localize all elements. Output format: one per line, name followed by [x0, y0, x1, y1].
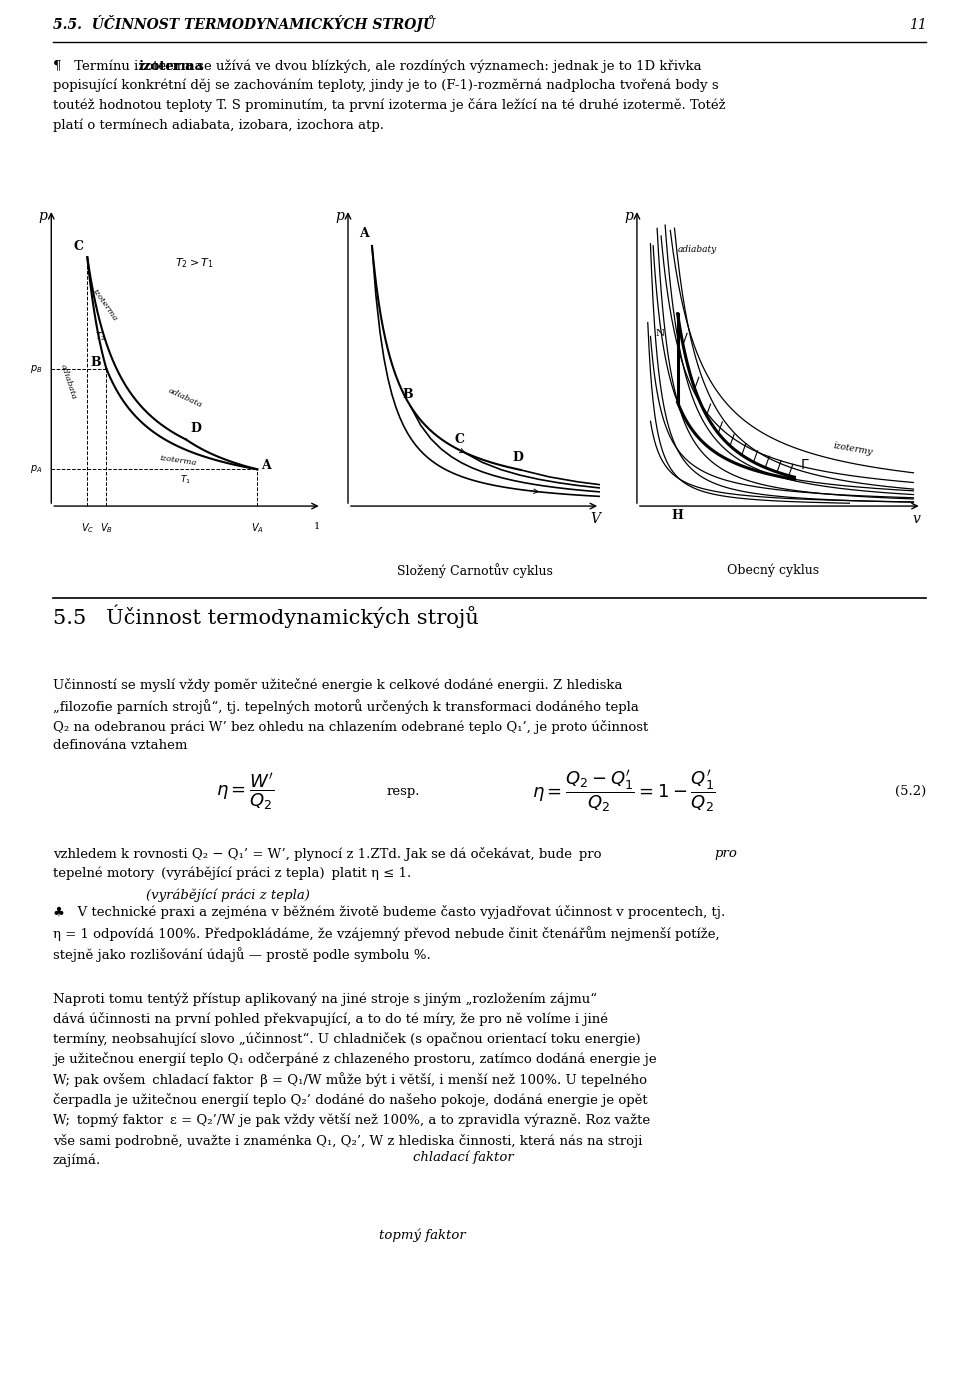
- Text: (vyrábějící práci z tepla): (vyrábějící práci z tepla): [146, 889, 310, 902]
- Text: (5.2): (5.2): [895, 785, 926, 799]
- Text: N: N: [656, 329, 665, 339]
- Text: 5.5   Účinnost termodynamických strojů: 5.5 Účinnost termodynamických strojů: [53, 605, 478, 628]
- Text: ♣   V technické praxi a zejména v běžném životě budeme často vyjadřovat účinnost: ♣ V technické praxi a zejména v běžném ž…: [53, 905, 725, 962]
- Text: p: p: [38, 209, 47, 223]
- Text: pro: pro: [714, 847, 737, 859]
- Text: p: p: [624, 209, 633, 223]
- Text: Učinností se myslí vždy poměr užitečné energie k celkové dodáné energii. Z hledi: Učinností se myslí vždy poměr užitečné e…: [53, 678, 648, 752]
- Text: p: p: [336, 209, 345, 223]
- Text: $\eta = \dfrac{Q_2 - Q_1'}{Q_2} = 1 - \dfrac{Q_1'}{Q_2}$: $\eta = \dfrac{Q_2 - Q_1'}{Q_2} = 1 - \d…: [532, 770, 716, 814]
- Text: izotermy: izotermy: [832, 441, 873, 457]
- Text: $V_A$: $V_A$: [251, 522, 264, 536]
- Text: A: A: [359, 227, 369, 241]
- Text: izoterma: izoterma: [91, 286, 119, 322]
- Text: chladací faktor: chladací faktor: [413, 1150, 514, 1164]
- Text: v: v: [912, 512, 920, 526]
- Text: H: H: [671, 509, 683, 522]
- Text: B: B: [402, 388, 413, 400]
- Text: $\Gamma$: $\Gamma$: [800, 458, 809, 472]
- Text: D: D: [190, 422, 201, 436]
- Text: 11: 11: [909, 18, 926, 32]
- Text: adiabaty: adiabaty: [678, 245, 717, 253]
- Text: 1: 1: [313, 522, 320, 530]
- Text: $\eta = \dfrac{W'}{Q_2}$: $\eta = \dfrac{W'}{Q_2}$: [216, 771, 274, 812]
- Text: adiabata: adiabata: [167, 386, 204, 410]
- Text: izoterma: izoterma: [138, 60, 204, 72]
- Text: ¶   Termínu izoterma se užívá ve dvou blízkých, ale rozdíných významech: jednak : ¶ Termínu izoterma se užívá ve dvou blíz…: [53, 60, 726, 131]
- Text: C: C: [455, 433, 465, 447]
- Text: pro: pro: [714, 847, 737, 859]
- Text: Naproti tomu tentýž přístup aplikovaný na jiné stroje s jiným „rozložením zájmu“: Naproti tomu tentýž přístup aplikovaný n…: [53, 992, 657, 1167]
- Text: $V_C$: $V_C$: [81, 522, 94, 536]
- Text: C: C: [74, 241, 84, 253]
- Text: A: A: [261, 459, 271, 472]
- Text: chladací faktor: chladací faktor: [413, 1150, 514, 1164]
- Text: vzhledem k rovnosti Q₂ − Q₁’ = W’, plynocí z 1.ZTd. Jak se dá očekávat, bude  pr: vzhledem k rovnosti Q₂ − Q₁’ = W’, plyno…: [53, 847, 601, 880]
- Text: $p_A$: $p_A$: [30, 464, 42, 475]
- Text: V: V: [590, 512, 600, 526]
- Text: (vyrábějící práci z tepla): (vyrábějící práci z tepla): [146, 889, 310, 902]
- Text: adiabata: adiabata: [59, 363, 78, 400]
- Text: resp.: resp.: [387, 785, 420, 799]
- Text: $T_2 > T_1$: $T_2 > T_1$: [175, 256, 213, 270]
- Text: B: B: [90, 356, 101, 368]
- Text: 5.5.  ÚČINNOST TERMODYNAMICKÝCH STROJŮ: 5.5. ÚČINNOST TERMODYNAMICKÝCH STROJŮ: [53, 15, 435, 32]
- Text: Složený Carnotův cyklus: Složený Carnotův cyklus: [397, 563, 553, 579]
- Text: $p_B$: $p_B$: [30, 363, 42, 375]
- Text: izoterma: izoterma: [159, 454, 198, 466]
- Text: D: D: [513, 451, 523, 465]
- Text: Obecný cyklus: Obecný cyklus: [727, 563, 819, 577]
- Text: $V_B$: $V_B$: [100, 522, 112, 536]
- Text: $T_1$: $T_1$: [180, 473, 191, 486]
- Text: topmý faktor: topmý faktor: [379, 1229, 466, 1243]
- Text: topmý faktor: topmý faktor: [379, 1229, 466, 1243]
- Text: $T_2$: $T_2$: [95, 331, 106, 343]
